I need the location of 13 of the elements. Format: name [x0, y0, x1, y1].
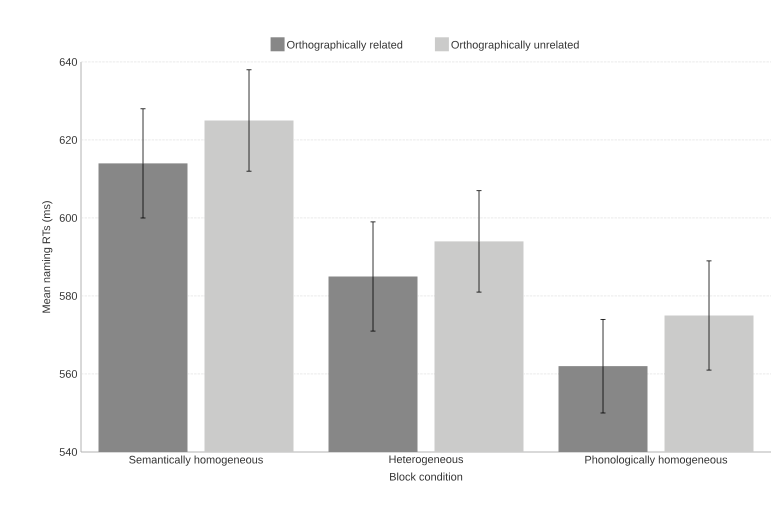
y-tick-label: 540: [60, 448, 78, 456]
y-tick-label: 600: [60, 214, 78, 222]
legend-label: Orthographically related: [287, 40, 402, 51]
legend-label: Orthographically unrelated: [451, 40, 579, 51]
x-axis-title: Block condition: [390, 472, 462, 481]
x-tick-label: Semantically homogeneous: [129, 456, 263, 466]
y-tick-label: 560: [60, 370, 78, 378]
y-tick-label: 640: [60, 58, 78, 66]
x-tick-label: Heterogeneous: [389, 456, 464, 466]
x-tick-label: Phonologically homogeneous: [585, 456, 728, 466]
y-axis-title: Mean naming RTs (ms): [42, 201, 52, 313]
y-tick-label: 580: [60, 292, 78, 300]
y-tick-label: 620: [60, 136, 78, 144]
